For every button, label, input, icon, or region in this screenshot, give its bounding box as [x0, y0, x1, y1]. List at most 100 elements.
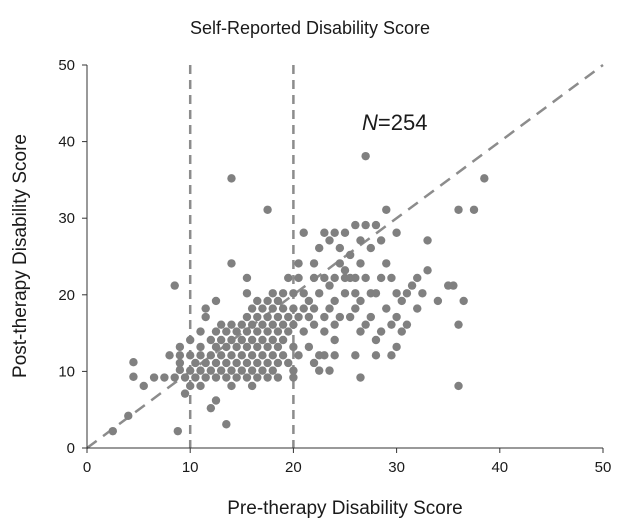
data-point	[237, 335, 246, 345]
y-axis-label: Post-therapy Disability Score	[10, 134, 31, 378]
data-point	[253, 342, 262, 352]
data-point	[469, 205, 479, 214]
data-point	[258, 351, 267, 360]
data-point	[180, 389, 190, 398]
x-tick-label: 10	[182, 459, 199, 476]
data-point	[206, 335, 216, 345]
sample-size-annotation: N=254	[362, 110, 427, 135]
data-point	[454, 320, 463, 329]
data-point	[211, 327, 221, 336]
data-point	[325, 304, 334, 313]
data-point	[268, 289, 277, 298]
data-point	[222, 420, 231, 429]
data-point	[294, 273, 303, 283]
data-point	[216, 351, 226, 360]
data-point	[284, 327, 293, 336]
data-point	[170, 373, 179, 382]
data-point	[330, 296, 339, 306]
data-point	[211, 342, 221, 352]
data-point	[253, 296, 262, 306]
data-point	[397, 327, 406, 336]
data-point	[175, 365, 185, 375]
data-point	[289, 342, 298, 352]
data-point	[258, 335, 267, 345]
data-point	[165, 351, 174, 360]
data-point	[222, 327, 231, 336]
data-point	[258, 304, 267, 313]
data-point	[325, 236, 334, 245]
plot-area: 0 10 20 30 40 50 0 10 20 30 40 50	[58, 57, 611, 476]
data-point	[232, 373, 241, 382]
data-point	[402, 289, 412, 298]
data-point	[211, 296, 221, 306]
data-point	[278, 289, 288, 298]
data-point	[423, 236, 432, 245]
data-point	[320, 228, 329, 237]
data-point	[387, 320, 396, 329]
data-point	[299, 289, 308, 298]
data-point	[201, 304, 210, 313]
data-point	[459, 296, 468, 306]
data-point	[335, 259, 345, 268]
data-point	[273, 358, 283, 368]
data-point	[149, 373, 159, 382]
data-point	[247, 351, 257, 360]
data-point	[201, 373, 210, 382]
data-point	[284, 312, 293, 322]
data-point	[361, 151, 370, 161]
data-point	[371, 351, 381, 360]
x-tick-label: 40	[491, 459, 508, 476]
x-tick-label: 30	[388, 459, 405, 476]
data-point	[351, 304, 360, 313]
data-point	[340, 228, 350, 237]
data-point	[418, 289, 427, 298]
data-point	[263, 327, 272, 336]
data-point	[242, 312, 252, 322]
data-point	[278, 335, 288, 345]
data-point	[273, 327, 283, 336]
data-point	[175, 358, 185, 368]
data-point	[309, 259, 319, 268]
data-point	[304, 296, 314, 306]
data-point	[196, 351, 205, 360]
data-point	[289, 373, 298, 382]
data-point	[361, 220, 370, 230]
y-tick-label: 10	[58, 363, 75, 380]
data-point	[211, 358, 221, 368]
data-point	[227, 174, 236, 183]
data-point	[242, 373, 252, 382]
sample-size-value: =254	[378, 110, 428, 135]
data-point	[366, 312, 375, 322]
data-point	[366, 243, 375, 253]
data-point	[247, 335, 257, 345]
data-point	[376, 327, 386, 336]
data-point	[320, 351, 329, 360]
identity-line	[86, 63, 604, 450]
data-point	[222, 358, 231, 368]
data-point	[371, 289, 381, 298]
data-point	[454, 381, 463, 391]
data-point	[196, 381, 205, 391]
data-point	[247, 366, 257, 375]
data-point	[413, 304, 422, 313]
data-point	[227, 320, 236, 329]
data-point	[361, 273, 370, 283]
data-point	[253, 312, 262, 322]
data-point	[289, 320, 298, 329]
data-point	[170, 281, 179, 290]
data-point	[232, 358, 241, 368]
data-point	[129, 372, 138, 381]
data-point	[340, 266, 350, 275]
data-point	[387, 273, 396, 283]
data-point	[289, 289, 298, 298]
data-point	[227, 381, 236, 391]
data-point	[258, 366, 267, 375]
data-point	[206, 366, 216, 375]
data-point	[196, 342, 205, 352]
data-point	[196, 366, 205, 375]
x-tick-label: 20	[285, 459, 302, 476]
data-point	[206, 403, 216, 413]
data-point	[273, 373, 283, 382]
data-point	[397, 296, 406, 306]
data-point	[242, 358, 252, 368]
